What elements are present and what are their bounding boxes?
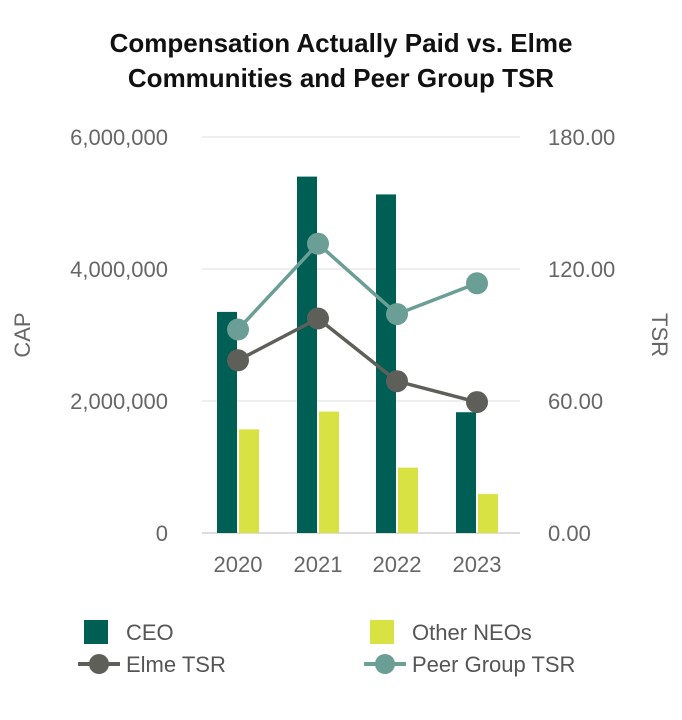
y-left-tick-label: 2,000,000 xyxy=(70,389,168,414)
y-left-tick-label: 6,000,000 xyxy=(70,125,168,150)
point-elme-tsr xyxy=(307,307,329,330)
point-peer-group-tsr xyxy=(386,303,408,326)
legend-label-other-neos: Other NEOs xyxy=(412,620,532,645)
point-elme-tsr xyxy=(466,391,488,414)
legend-swatch-other-neos xyxy=(370,620,394,644)
y-left-axis-title: CAP xyxy=(10,312,35,357)
bar-ceo xyxy=(376,194,396,534)
line-elme-tsr xyxy=(237,316,478,404)
y-right-tick-label: 60.00 xyxy=(548,389,603,414)
line-peer-group-tsr xyxy=(236,241,478,331)
point-elme-tsr xyxy=(386,370,408,393)
point-peer-group-tsr xyxy=(466,272,488,295)
y-right-tick-label: 180.00 xyxy=(548,125,615,150)
legend-label-ceo: CEO xyxy=(126,620,174,645)
x-tick-label: 2022 xyxy=(373,552,422,577)
point-peer-group-tsr xyxy=(307,232,329,255)
point-elme-tsr xyxy=(227,349,249,372)
legend-marker-elme-tsr xyxy=(89,654,109,674)
legend-swatch-ceo xyxy=(84,620,108,644)
y-right-tick-label: 0.00 xyxy=(548,521,591,546)
bar-ceo xyxy=(456,412,476,533)
x-tick-label: 2020 xyxy=(214,552,263,577)
bar-other-neos xyxy=(398,467,418,533)
legend-label-peer-group-tsr: Peer Group TSR xyxy=(412,652,575,677)
bar-other-neos xyxy=(478,494,498,533)
x-tick-label: 2021 xyxy=(294,552,343,577)
bar-ceo xyxy=(297,176,317,533)
y-right-axis-title: TSR xyxy=(647,313,672,357)
chart-title-line: Compensation Actually Paid vs. Elme xyxy=(110,28,573,58)
y-right-tick-label: 120.00 xyxy=(548,257,615,282)
bar-other-neos xyxy=(319,411,339,533)
legend-label-elme-tsr: Elme TSR xyxy=(126,652,226,677)
legend-marker-peer-group-tsr xyxy=(375,654,395,674)
bar-ceo xyxy=(217,311,237,533)
x-tick-label: 2023 xyxy=(453,552,502,577)
y-left-tick-label: 4,000,000 xyxy=(70,257,168,282)
bar-other-neos xyxy=(239,429,259,533)
chart-title-line: Communities and Peer Group TSR xyxy=(128,63,554,93)
y-left-tick-label: 0 xyxy=(156,521,168,546)
point-peer-group-tsr xyxy=(227,318,249,341)
